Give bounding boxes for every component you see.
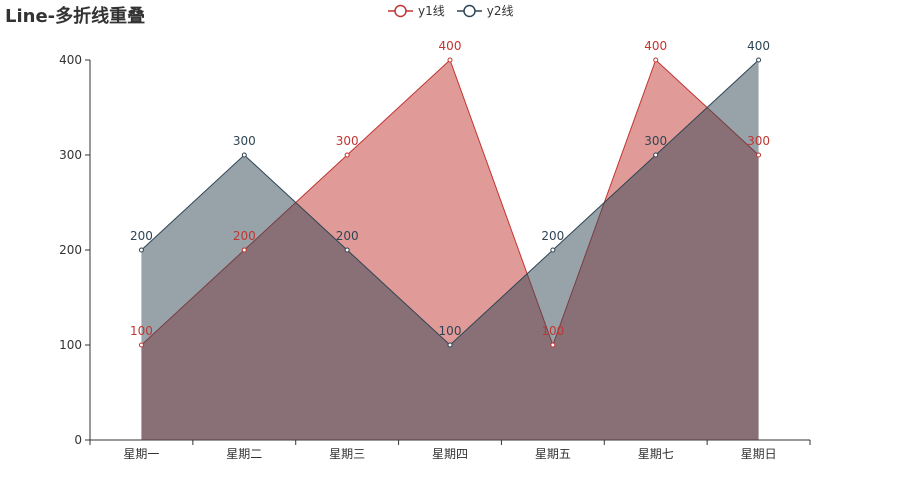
point-series-2 — [138, 247, 144, 253]
point-series-1 — [447, 57, 453, 63]
y-tick-label: 200 — [59, 243, 82, 257]
x-tick-label: 星期一 — [123, 447, 159, 461]
legend-label-y2: y2线 — [486, 4, 514, 18]
data-label-series-2: 300 — [233, 134, 256, 148]
data-label-series-1: 400 — [439, 39, 462, 53]
area-series-2 — [141, 60, 759, 440]
point-series-2 — [241, 152, 247, 158]
x-tick-label: 星期七 — [638, 447, 674, 461]
legend-swatch-y2 — [456, 4, 482, 17]
data-label-series-2: 100 — [439, 324, 462, 338]
point-series-1 — [241, 247, 247, 253]
data-label-series-1: 300 — [336, 134, 359, 148]
chart-title: Line-多折线重叠 — [5, 6, 146, 27]
data-label-series-1: 100 — [130, 324, 153, 338]
data-label-series-1: 100 — [541, 324, 564, 338]
point-series-1 — [550, 342, 556, 348]
point-series-1 — [138, 342, 144, 348]
point-series-2 — [447, 342, 453, 348]
point-series-2 — [756, 57, 762, 63]
legend-swatch-y1 — [388, 4, 413, 17]
point-series-1 — [344, 152, 350, 158]
data-label-series-1: 400 — [644, 39, 667, 53]
y-tick-label: 400 — [59, 53, 82, 67]
x-tick-label: 星期二 — [226, 447, 262, 461]
data-label-series-1: 200 — [233, 229, 256, 243]
y-tick-label: 300 — [59, 148, 82, 162]
x-tick-label: 星期三 — [329, 447, 365, 461]
data-label-series-2: 300 — [644, 134, 667, 148]
legend: y1线 y2线 — [388, 2, 514, 19]
legend-item-y1[interactable]: y1线 — [388, 2, 445, 19]
x-tick-label: 星期四 — [432, 447, 468, 461]
point-series-2 — [344, 247, 350, 253]
point-series-2 — [653, 152, 659, 158]
legend-label-y1: y1线 — [418, 4, 445, 18]
data-label-series-2: 200 — [541, 229, 564, 243]
x-tick-label: 星期五 — [535, 447, 571, 461]
point-series-1 — [653, 57, 659, 63]
y-tick-label: 100 — [59, 338, 82, 352]
data-label-series-2: 200 — [336, 229, 359, 243]
x-tick-label: 星期日 — [741, 447, 777, 461]
data-label-series-2: 200 — [130, 229, 153, 243]
data-label-series-1: 300 — [747, 134, 770, 148]
data-label-series-2: 400 — [747, 39, 770, 53]
point-series-2 — [550, 247, 556, 253]
point-series-1 — [756, 152, 762, 158]
legend-item-y2[interactable]: y2线 — [456, 2, 514, 19]
y-tick-label: 0 — [74, 433, 82, 447]
